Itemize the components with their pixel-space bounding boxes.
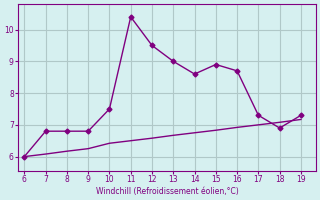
- X-axis label: Windchill (Refroidissement éolien,°C): Windchill (Refroidissement éolien,°C): [96, 187, 238, 196]
